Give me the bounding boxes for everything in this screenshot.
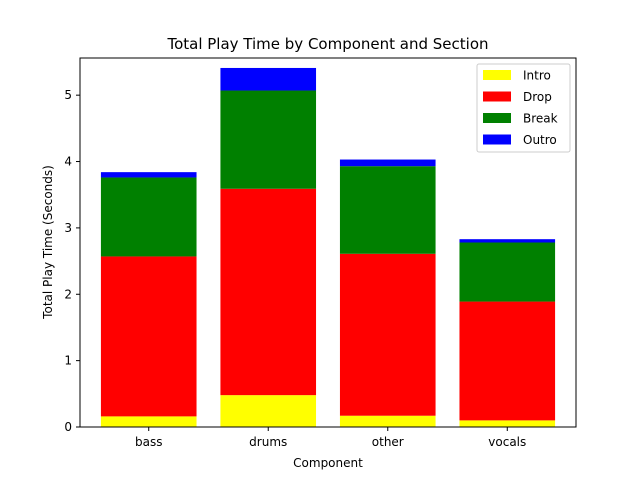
- bar-bass-break: [100, 177, 197, 257]
- bar-vocals-intro: [459, 420, 556, 427]
- x-axis: bass drums other vocals: [135, 427, 526, 449]
- bar-bass-outro: [100, 172, 197, 178]
- legend-label-intro: Intro: [523, 69, 551, 83]
- y-axis: 0 1 2 3 4 5: [64, 88, 80, 434]
- chart-title: Total Play Time by Component and Section: [166, 35, 488, 53]
- legend-label-break: Break: [523, 112, 558, 126]
- legend-swatch-drop: [483, 91, 511, 102]
- bar-vocals-drop: [459, 301, 556, 421]
- bar-drums-drop: [220, 188, 317, 396]
- x-axis-label: Component: [293, 456, 363, 470]
- legend-box: [476, 63, 571, 153]
- bars: [100, 67, 556, 427]
- bar-bass-intro: [100, 416, 197, 427]
- y-tick-label: 5: [64, 88, 72, 102]
- bar-bass-drop: [100, 256, 197, 417]
- bar-other-drop: [339, 253, 436, 416]
- bar-other-outro: [339, 159, 436, 167]
- bar-other-break: [339, 166, 436, 254]
- y-tick-label: 0: [64, 420, 72, 434]
- bar-vocals-break: [459, 242, 556, 302]
- bar-drums-outro: [220, 67, 317, 91]
- legend-swatch-intro: [483, 70, 511, 80]
- y-tick-label: 2: [64, 287, 72, 301]
- x-tick-label: other: [372, 435, 404, 449]
- y-axis-label: Total Play Time (Seconds): [41, 165, 55, 320]
- bar-other-intro: [339, 415, 436, 427]
- legend: Intro Drop Break Outro: [476, 63, 571, 153]
- x-tick-label: vocals: [488, 435, 526, 449]
- legend-swatch-break: [483, 113, 511, 123]
- x-tick-label: bass: [135, 435, 162, 449]
- legend-swatch-outro: [483, 134, 511, 145]
- bar-vocals-outro: [459, 239, 556, 243]
- legend-label-drop: Drop: [523, 90, 552, 104]
- x-tick-label: drums: [249, 435, 287, 449]
- y-tick-label: 4: [64, 155, 72, 169]
- y-tick-label: 1: [64, 354, 72, 368]
- bar-drums-intro: [220, 395, 317, 427]
- plot-frame: [79, 57, 577, 428]
- bar-drums-break: [220, 90, 317, 189]
- y-tick-label: 3: [64, 221, 72, 235]
- legend-label-outro: Outro: [523, 133, 557, 147]
